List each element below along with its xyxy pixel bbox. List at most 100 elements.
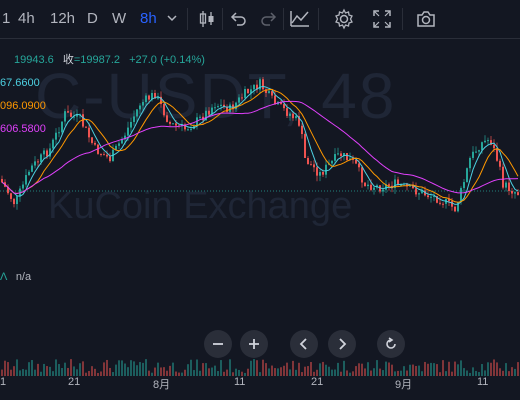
candle-body (127, 127, 129, 136)
candle-body (7, 186, 9, 194)
volume-bar (58, 364, 60, 376)
candle-body (49, 148, 51, 157)
candle-body (358, 163, 360, 168)
volume-bar (502, 370, 504, 376)
candle-body (301, 125, 303, 135)
volume-bar (418, 365, 420, 376)
candle-body (481, 142, 483, 151)
candle-body (46, 150, 48, 157)
volume-bar (22, 369, 24, 376)
divider (187, 8, 188, 30)
volume-bar (514, 368, 516, 376)
candle-body (493, 144, 495, 149)
volume-bar (232, 372, 234, 376)
candle-body (145, 95, 147, 103)
volume-bar (55, 359, 57, 376)
candle-body (157, 96, 159, 99)
candle-body (517, 192, 519, 196)
candle-body (298, 116, 300, 126)
divider (402, 8, 403, 30)
candle-body (58, 132, 60, 134)
volume-bar (430, 362, 432, 376)
interval-4h[interactable]: 4h (18, 10, 35, 27)
volume-bar (100, 371, 102, 376)
volume-bar (151, 372, 153, 376)
volume-bar (97, 372, 99, 376)
fullscreen-icon[interactable] (371, 8, 393, 30)
volume-bar (277, 368, 279, 376)
ohlc-value: 19943.6 (14, 54, 54, 66)
candle-body (514, 192, 516, 194)
volume-bar (205, 363, 207, 376)
candle-body (133, 116, 135, 122)
candle-body (40, 154, 42, 163)
undo-icon[interactable] (227, 8, 249, 30)
candle-body (31, 165, 33, 172)
volume-bar (298, 362, 300, 376)
gear-icon[interactable] (333, 8, 355, 30)
volume-bar (352, 371, 354, 376)
volume-bar (424, 361, 426, 376)
volume-bar (1, 369, 3, 376)
scroll-left-button[interactable] (290, 330, 318, 358)
volume-bar (133, 361, 135, 376)
interval-d[interactable]: D (87, 10, 98, 27)
candle-body (442, 203, 444, 205)
volume-bar (478, 372, 480, 376)
candle-body (295, 116, 297, 119)
xaxis-label: 9月 (395, 379, 413, 391)
interval-w[interactable]: W (112, 10, 127, 27)
candle-body (439, 202, 441, 204)
candle-body (337, 153, 339, 155)
redo-icon[interactable] (258, 8, 280, 30)
volume-bar (289, 369, 291, 376)
candle-body (313, 164, 315, 168)
zoom-out-button[interactable] (204, 330, 232, 358)
volume-bar (451, 371, 453, 376)
volume-bar (442, 360, 444, 376)
volume-bar (460, 360, 462, 376)
chevron-down-icon[interactable] (163, 9, 185, 31)
volume-bar (223, 371, 225, 376)
close-value: =19987.2 (73, 54, 121, 66)
volume-bar (178, 372, 180, 376)
camera-icon[interactable] (415, 8, 437, 30)
candle-body (100, 153, 102, 155)
volume-bar (301, 372, 303, 376)
candle-body (205, 110, 207, 121)
candle-body (361, 167, 363, 183)
interval-partial[interactable]: 1 (2, 10, 11, 27)
candle-body (214, 107, 216, 109)
candle-body (448, 198, 450, 202)
volume-bar (361, 363, 363, 376)
volume-bar (385, 361, 387, 376)
volume-bar (412, 364, 414, 376)
candle-body (88, 127, 90, 138)
candle-body (472, 151, 474, 158)
interval-8h[interactable]: 8h (140, 10, 157, 27)
volume-bar (115, 364, 117, 376)
candle-body (271, 91, 273, 96)
candle-body (475, 151, 477, 153)
candle-body (250, 89, 252, 94)
xaxis-label: 8月 (153, 379, 171, 391)
volume-bar (439, 372, 441, 376)
indicators-icon[interactable] (289, 8, 311, 30)
candlestick-type-icon[interactable] (196, 8, 218, 30)
volume-bar (355, 366, 357, 376)
scroll-right-button[interactable] (328, 330, 356, 358)
volume-bar (307, 366, 309, 376)
candle-body (91, 137, 93, 143)
volume-bar (61, 367, 63, 376)
candle-body (346, 153, 348, 161)
volume-bar (49, 366, 51, 376)
zoom-in-button[interactable] (240, 330, 268, 358)
candle-body (61, 121, 63, 133)
reset-chart-button[interactable] (377, 330, 405, 358)
candle-body (388, 184, 390, 186)
candle-body (28, 171, 30, 176)
candle-body (259, 79, 261, 90)
divider (222, 8, 223, 30)
interval-12h[interactable]: 12h (50, 10, 76, 27)
candle-body (115, 145, 117, 150)
